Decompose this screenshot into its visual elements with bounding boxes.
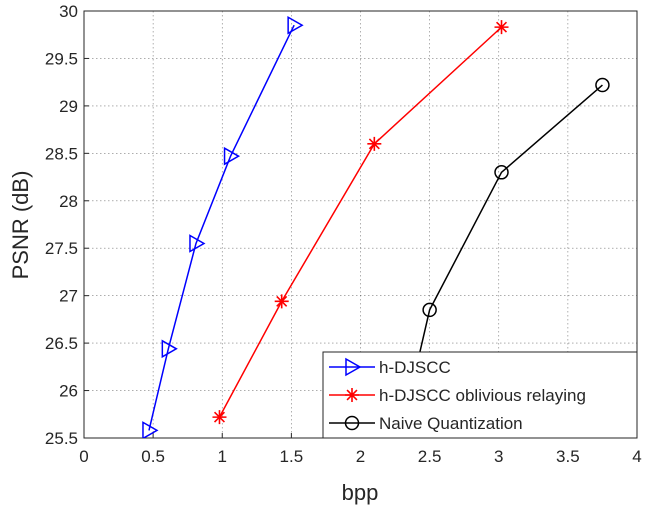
- data-point: [274, 294, 289, 309]
- data-point: [223, 146, 241, 166]
- data-point: [595, 77, 610, 93]
- y-tick-label: 26: [59, 382, 78, 401]
- x-tick-label: 2.5: [418, 447, 442, 466]
- data-point: [212, 410, 227, 425]
- x-tick-label: 0.5: [141, 447, 165, 466]
- marker-shape: [494, 20, 509, 35]
- x-axis-label: bpp: [342, 480, 379, 505]
- x-tick-label: 1.5: [280, 447, 304, 466]
- x-tick-label: 1: [218, 447, 227, 466]
- data-point: [161, 339, 178, 359]
- y-tick-label: 27.5: [45, 239, 78, 258]
- y-axis-label: PSNR (dB): [8, 171, 33, 280]
- x-tick-label: 3: [494, 447, 503, 466]
- series-line: [218, 26, 503, 418]
- data-point: [189, 234, 206, 253]
- y-tick-label: 26.5: [45, 334, 78, 353]
- legend-marker: [345, 357, 362, 377]
- legend: h-DJSCC h-DJSCC oblivious relaying Naive Q…: [322, 351, 638, 439]
- marker-shape: [595, 77, 610, 93]
- series-line: [148, 24, 295, 431]
- marker-shape: [142, 421, 159, 438]
- y-tick-label: 30: [59, 2, 78, 21]
- marker-shape: [391, 441, 404, 454]
- legend-marker: [345, 388, 359, 402]
- marker-shape: [345, 388, 359, 402]
- data-point: [494, 20, 509, 35]
- legend-box: [322, 351, 638, 439]
- marker-shape: [161, 339, 178, 359]
- marker-shape: [287, 15, 304, 35]
- data-point: [287, 15, 304, 35]
- legend-label: Naive Quantization: [379, 414, 523, 433]
- y-tick-label: 28: [59, 192, 78, 211]
- marker-shape: [212, 410, 227, 425]
- marker-shape: [494, 165, 509, 180]
- legend-marker: [344, 415, 360, 431]
- x-tick-label: 0: [79, 447, 88, 466]
- marker-shape: [344, 415, 360, 431]
- x-tick-label: 4: [632, 447, 641, 466]
- marker-shape: [367, 136, 382, 151]
- data-point: [142, 421, 159, 438]
- marker-shape: [223, 146, 241, 166]
- data-point: [422, 302, 437, 318]
- marker-shape: [189, 234, 206, 253]
- x-tick-label: 3.5: [556, 447, 580, 466]
- marker-shape: [345, 357, 362, 377]
- y-tick-label: 29: [59, 97, 78, 116]
- marker-shape: [274, 294, 289, 309]
- data-point: [494, 165, 509, 180]
- legend-label: h-DJSCC: [379, 358, 451, 377]
- data-point: [367, 136, 382, 151]
- marker-shape: [422, 302, 437, 318]
- legend-label: h-DJSCC oblivious relaying: [379, 386, 586, 405]
- y-tick-label: 29.5: [45, 49, 78, 68]
- y-tick-label: 28.5: [45, 144, 78, 163]
- data-point: [391, 441, 404, 454]
- y-tick-label: 27: [59, 287, 78, 306]
- x-tick-label: 2: [356, 447, 365, 466]
- y-tick-label: 25.5: [45, 429, 78, 448]
